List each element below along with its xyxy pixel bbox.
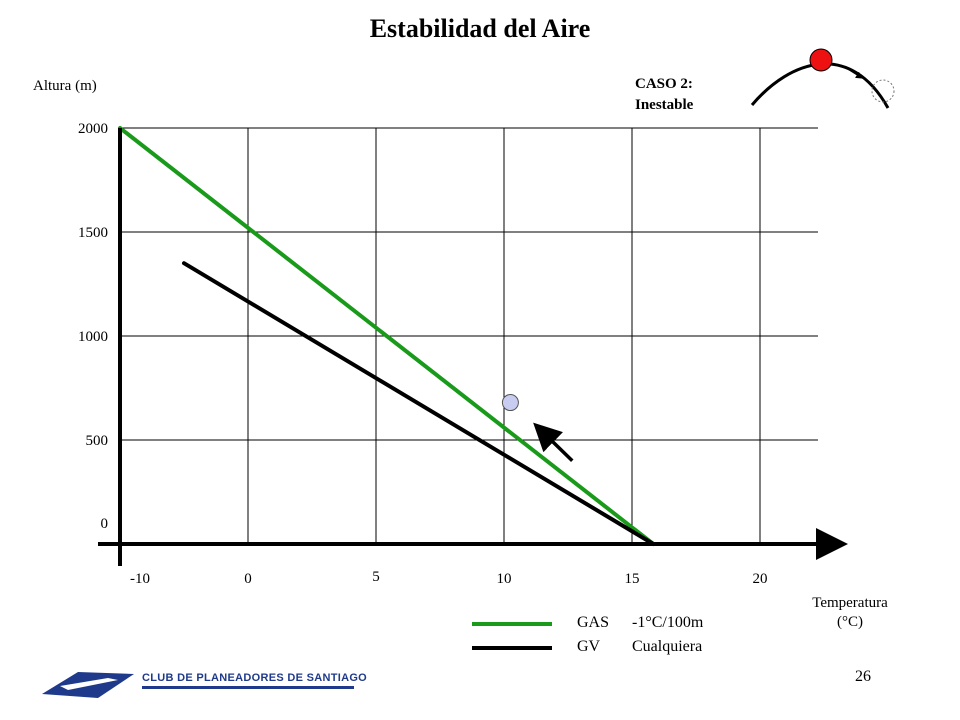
slide-title: Estabilidad del Aire (369, 14, 591, 43)
air-parcel-marker (501, 394, 519, 412)
legend: GAS -1°C/100m GV Cualquiera (472, 612, 772, 660)
legend-gas-name: GAS (577, 614, 610, 631)
roll-arrow (842, 65, 864, 79)
club-logo: CLUB DE PLANEADORES DE SANTIAGO (38, 664, 367, 704)
grid-layer (120, 127, 818, 544)
legend-gas-line (472, 622, 552, 626)
x-axis-label-line1: Temperatura (812, 595, 888, 611)
glider-logo-icon (42, 672, 134, 698)
x-tick-label: 0 (244, 571, 252, 587)
x-tick-label: -10 (130, 571, 150, 587)
page-number: 26 (855, 668, 871, 685)
logo-underline (142, 686, 354, 689)
legend-item-gas: GAS -1°C/100m (472, 612, 772, 636)
red-ball (809, 48, 833, 72)
parcel-rise-arrow (533, 422, 574, 463)
y-tick-label: 0 (101, 516, 109, 532)
y-tick-label: 2000 (78, 121, 108, 137)
x-axis-label-line2: (°C) (837, 614, 863, 630)
legend-item-gv: GV Cualquiera (472, 636, 772, 660)
x-tick-label: 15 (625, 571, 640, 587)
y-tick-label: 500 (86, 433, 109, 449)
gv-series-line (182, 261, 656, 546)
x-tick-label: 5 (372, 569, 380, 585)
axis-layer (98, 128, 848, 566)
legend-gv-name: GV (577, 638, 601, 655)
series-layer (118, 126, 656, 546)
case-label-line1: CASO 2: (635, 76, 693, 92)
y-tick-label: 1500 (78, 225, 108, 241)
legend-gv-desc: Cualquiera (632, 638, 703, 655)
gas-series-line (118, 126, 656, 546)
y-tick-label: 1000 (78, 329, 108, 345)
case-label-line2: Inestable (635, 97, 694, 113)
tick-layer: 0 500 1000 1500 2000 -10 0 5 10 15 20 (78, 121, 768, 587)
y-axis-label: Altura (m) (33, 78, 97, 94)
x-tick-label: 10 (497, 571, 512, 587)
unstable-illustration (750, 48, 895, 109)
x-tick-label: 20 (753, 571, 768, 587)
logo-text: CLUB DE PLANEADORES DE SANTIAGO (142, 672, 368, 684)
ghost-ball (871, 79, 895, 103)
legend-gv-line (472, 646, 552, 650)
legend-gas-desc: -1°C/100m (632, 614, 704, 631)
